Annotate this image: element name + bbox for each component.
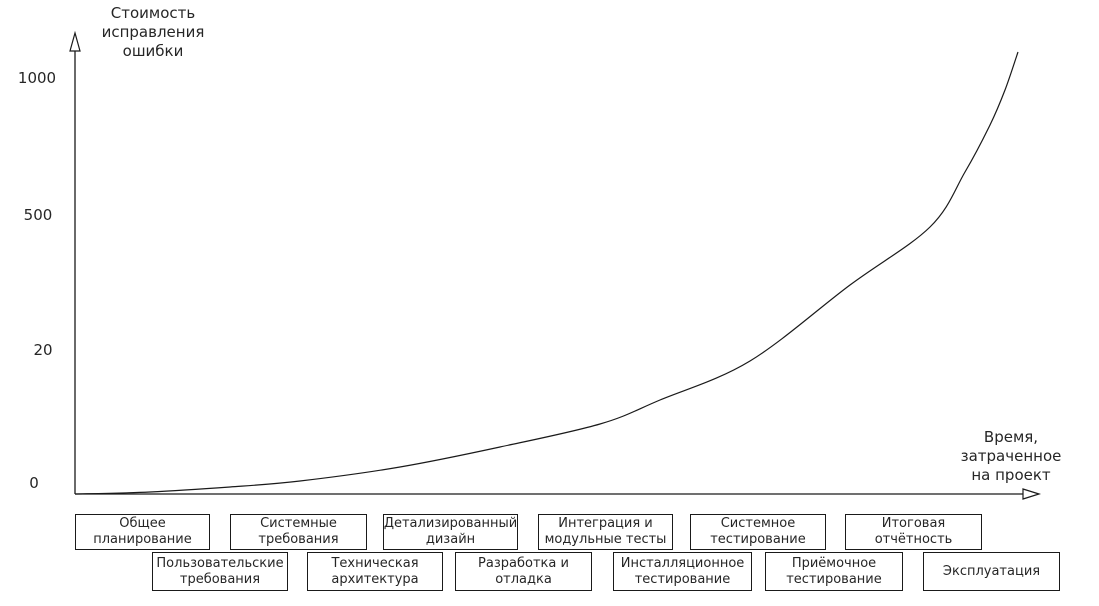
phase-box: Итоговая отчётность — [845, 514, 982, 550]
y-tick-label: 500 — [23, 206, 53, 224]
phase-box: Интеграция и модульные тесты — [538, 514, 673, 550]
phase-box: Эксплуатация — [923, 552, 1060, 591]
phase-box: Техническая архитектура — [307, 552, 443, 591]
y-tick-label: 20 — [33, 341, 53, 359]
phase-box: Детализированный дизайн — [383, 514, 518, 550]
phase-box: Приёмочное тестирование — [765, 552, 903, 591]
phase-row-bottom: Пользовательские требования Техническая а… — [0, 552, 1099, 591]
phase-box: Пользовательские требования — [152, 552, 288, 591]
y-tick-label: 1000 — [17, 69, 57, 87]
phase-box: Системное тестирование — [690, 514, 826, 550]
y-axis-arrowhead-icon — [69, 30, 81, 52]
phase-box: Общее планирование — [75, 514, 210, 550]
phase-row-top: Общее планирование Системные требования Де… — [0, 514, 1099, 550]
phase-box: Инсталляционное тестирование — [613, 552, 752, 591]
phase-box: Системные требования — [230, 514, 367, 550]
y-tick-label: 0 — [29, 474, 39, 492]
cost-curve — [74, 51, 1019, 495]
x-axis-title: Время, затраченное на проект — [960, 428, 1062, 484]
x-axis-arrowhead-icon — [1022, 488, 1042, 500]
phase-box: Разработка и отладка — [455, 552, 592, 591]
y-axis-title: Стоимость исправления ошибки — [101, 4, 205, 60]
